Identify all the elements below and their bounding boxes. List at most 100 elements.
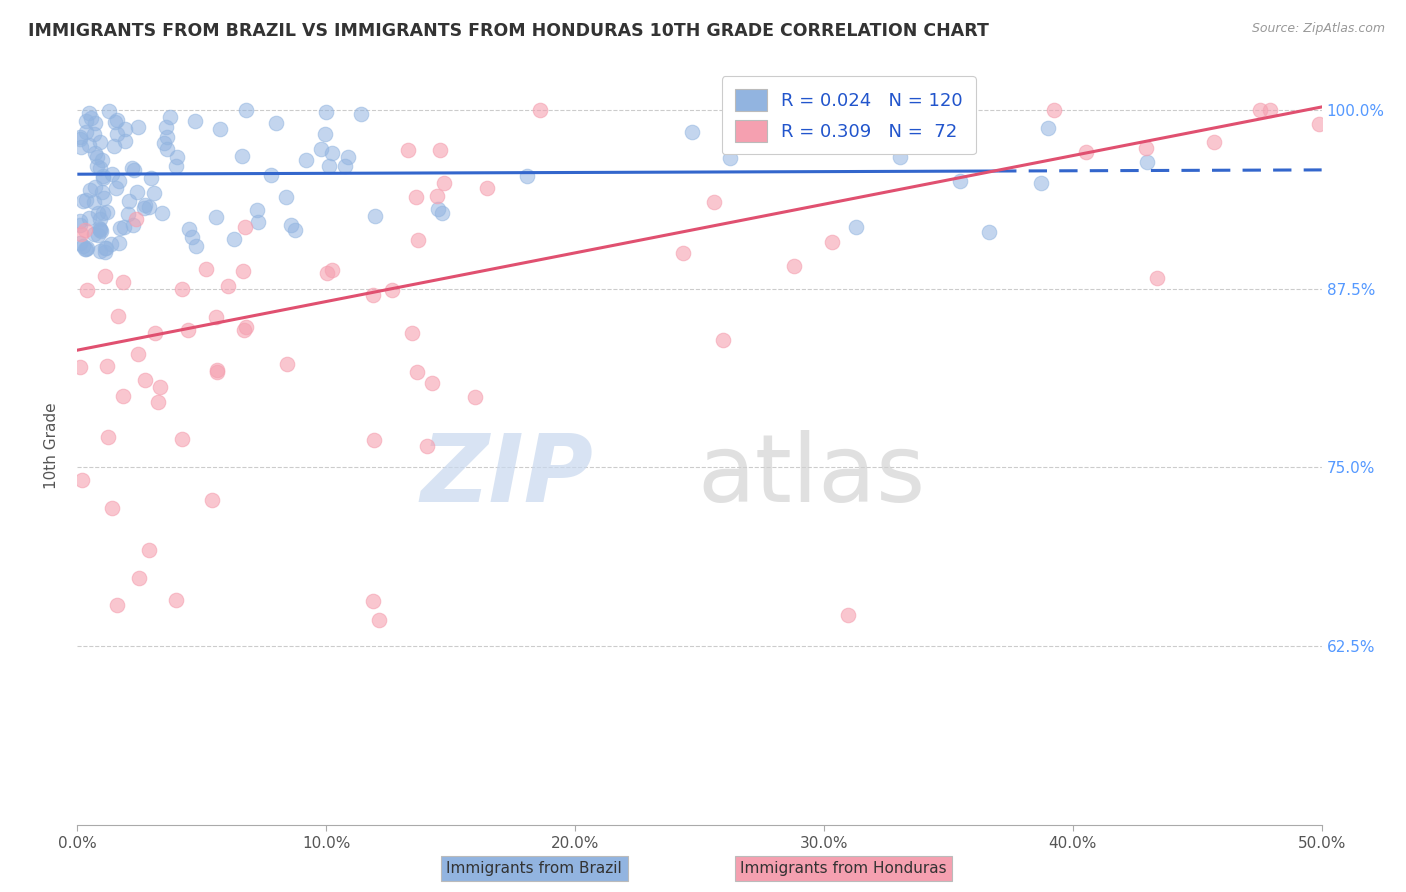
- Point: [433, 176, 456, 190]
- Point: [76, 283, 98, 297]
- Point: [786, 128, 808, 143]
- Point: [146, 394, 169, 409]
- Point: [179, 221, 201, 235]
- Point: [75, 193, 97, 207]
- Point: [711, 333, 734, 347]
- Text: Immigrants from Honduras: Immigrants from Honduras: [741, 861, 946, 876]
- Point: [718, 151, 741, 165]
- Point: [86, 149, 108, 163]
- Point: [183, 113, 205, 128]
- Point: [529, 103, 551, 117]
- Point: [207, 365, 229, 379]
- Y-axis label: 10th Grade: 10th Grade: [44, 402, 59, 490]
- Point: [406, 365, 429, 379]
- Point: [401, 326, 423, 340]
- Point: [294, 153, 316, 168]
- Point: [408, 233, 430, 247]
- Point: [105, 113, 128, 128]
- Point: [233, 219, 256, 234]
- Point: [1031, 176, 1053, 190]
- Point: [114, 134, 136, 148]
- Point: [96, 205, 118, 219]
- Point: [1249, 103, 1271, 117]
- Point: [314, 127, 336, 141]
- Legend: R = 0.024   N = 120, R = 0.309   N =  72: R = 0.024 N = 120, R = 0.309 N = 72: [721, 76, 976, 154]
- Point: [91, 206, 114, 220]
- Point: [429, 143, 451, 157]
- Point: [361, 288, 384, 302]
- Point: [1135, 155, 1157, 169]
- Point: [103, 139, 125, 153]
- Point: [363, 433, 385, 447]
- Point: [69, 235, 91, 250]
- Point: [72, 194, 94, 209]
- Point: [266, 116, 288, 130]
- Point: [516, 169, 538, 184]
- Point: [75, 223, 97, 237]
- Point: [134, 373, 156, 387]
- Point: [363, 209, 385, 223]
- Point: [112, 219, 135, 234]
- Point: [114, 121, 136, 136]
- Point: [69, 218, 91, 232]
- Point: [94, 244, 117, 259]
- Point: [426, 189, 449, 203]
- Point: [97, 430, 120, 444]
- Point: [121, 161, 143, 175]
- Point: [84, 116, 107, 130]
- Point: [852, 103, 875, 117]
- Point: [86, 159, 108, 173]
- Point: [69, 130, 91, 145]
- Point: [90, 224, 112, 238]
- Point: [138, 543, 160, 558]
- Point: [149, 380, 172, 394]
- Point: [89, 212, 111, 227]
- Point: [108, 221, 131, 235]
- Point: [100, 167, 122, 181]
- Point: [77, 138, 100, 153]
- Point: [889, 150, 911, 164]
- Point: [127, 185, 149, 199]
- Point: [837, 607, 859, 622]
- Point: [122, 218, 145, 232]
- Point: [949, 174, 972, 188]
- Point: [430, 206, 453, 220]
- Point: [69, 132, 91, 146]
- Point: [96, 359, 118, 373]
- Point: [107, 174, 129, 188]
- Point: [284, 223, 307, 237]
- Point: [143, 186, 166, 200]
- Point: [128, 570, 150, 584]
- Point: [111, 389, 134, 403]
- Point: [100, 236, 122, 251]
- Point: [405, 190, 427, 204]
- Point: [76, 241, 98, 255]
- Point: [152, 136, 174, 151]
- Point: [280, 218, 302, 232]
- Point: [89, 223, 111, 237]
- Text: IMMIGRANTS FROM BRAZIL VS IMMIGRANTS FROM HONDURAS 10TH GRADE CORRELATION CHART: IMMIGRANTS FROM BRAZIL VS IMMIGRANTS FRO…: [28, 22, 988, 40]
- Point: [977, 225, 1000, 239]
- Point: [321, 262, 343, 277]
- Point: [217, 278, 239, 293]
- Point: [350, 107, 373, 121]
- Point: [184, 239, 207, 253]
- Point: [1135, 141, 1157, 155]
- Point: [201, 493, 224, 508]
- Point: [681, 125, 703, 139]
- Point: [79, 183, 101, 197]
- Point: [93, 191, 115, 205]
- Point: [83, 180, 105, 194]
- Point: [98, 103, 121, 118]
- Point: [318, 159, 340, 173]
- Point: [83, 146, 105, 161]
- Point: [426, 202, 449, 216]
- Text: atlas: atlas: [697, 430, 925, 523]
- Point: [921, 103, 943, 117]
- Point: [83, 195, 105, 210]
- Point: [89, 136, 111, 150]
- Point: [125, 211, 148, 226]
- Point: [75, 125, 97, 139]
- Point: [1202, 135, 1225, 149]
- Point: [134, 198, 156, 212]
